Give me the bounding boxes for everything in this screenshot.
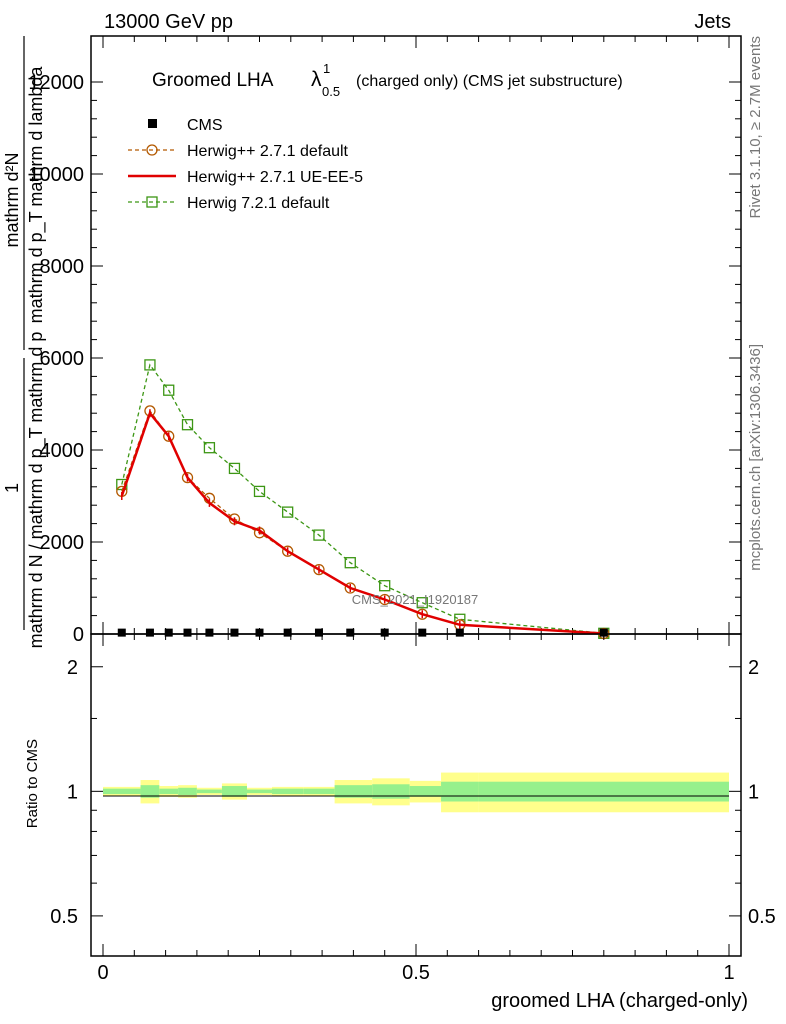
series-point-herwigpp-default	[163, 430, 175, 442]
series-point-herwigpp-default	[313, 563, 325, 576]
cms-data-point	[164, 628, 173, 637]
series-point-herwig7-default	[416, 597, 428, 609]
cms-data-point	[230, 628, 239, 637]
legend-marker-herwig7-default	[146, 196, 158, 208]
ratio-band-green	[372, 784, 410, 799]
cms-data-point	[145, 628, 154, 637]
series-line-2	[120, 410, 604, 635]
ratio-ytick-label-right: 1	[748, 781, 759, 803]
ratio-ytick-label-right: 2	[748, 657, 759, 679]
ratio-band-green	[140, 785, 160, 798]
ratio-band-green	[221, 786, 247, 797]
ratio-ytick-label: 1	[67, 781, 78, 803]
cms-data-point	[418, 628, 427, 637]
ratio-xtick-label: 0	[97, 962, 108, 984]
analysis-tag: CMS_2021_I1920187	[352, 592, 479, 607]
series-point-herwigpp-default	[416, 608, 428, 620]
ylabel-pre-denom: mathrm d N / mathrm d p_T mathrm d p	[26, 332, 47, 649]
cms-data-point	[599, 628, 608, 637]
ylabel-pre-numer: 1	[2, 483, 22, 493]
ratio-xtick-label: 0.5	[402, 962, 430, 984]
legend-label-herwig7-default: Herwig 7.2.1 default	[187, 195, 330, 212]
series-point-herwigpp-default	[379, 593, 391, 606]
mcplots-label: mcplots.cern.ch [arXiv:1306.3436]	[747, 344, 764, 571]
cms-data-point	[283, 628, 292, 637]
cms-data-point	[455, 628, 464, 637]
series-point-herwigpp-default	[282, 545, 294, 557]
series-point-herwig7-default	[203, 442, 216, 454]
ratio-band-green	[159, 788, 179, 795]
title-main: Groomed LHA	[152, 70, 274, 91]
header-right: Jets	[694, 11, 731, 33]
ratio-band-green	[178, 787, 197, 795]
ratio-band-green	[441, 781, 479, 802]
ratio-xlabel: groomed LHA (charged-only)	[491, 990, 748, 1012]
legend-marker-herwigpp-default	[146, 144, 158, 156]
series-point-herwigpp-default	[181, 471, 194, 484]
ratio-band-green	[409, 786, 442, 797]
main-ytick-label: 8000	[40, 256, 85, 278]
main-ytick-label: 10000	[28, 164, 84, 186]
cms-data-point	[314, 628, 323, 637]
series-point-herwig7-default	[163, 384, 175, 396]
series-point-herwig7-default	[344, 557, 356, 569]
header-left: 13000 GeV pp	[104, 11, 233, 33]
title-lambda: λ	[311, 68, 322, 91]
cms-data-point	[346, 628, 355, 637]
ratio-ytick-label-right: 0.5	[748, 906, 776, 928]
ratio-ytick-label: 2	[67, 657, 78, 679]
ratio-band-green	[103, 788, 141, 795]
series-point-herwig7-default	[313, 529, 325, 541]
ylabel-numer: mathrm d²N	[2, 152, 22, 247]
cms-data-point	[380, 628, 389, 637]
ratio-band-green	[272, 788, 304, 795]
legend: CMS Herwig++ 2.7.1 default Herwig++ 2.7.…	[128, 117, 363, 212]
ratio-band-green	[478, 781, 729, 802]
series-point-herwigpp-default	[344, 582, 356, 594]
title-rest: (charged only) (CMS jet substructure)	[356, 73, 623, 90]
legend-label-cms: CMS	[187, 117, 223, 134]
series-point-herwig7-default	[181, 419, 194, 431]
series-line-3	[121, 363, 604, 634]
legend-label-herwigpp-ueee5: Herwig++ 2.7.1 UE-EE-5	[187, 169, 363, 186]
legend-marker-cms	[148, 119, 157, 128]
cms-data-point	[205, 628, 214, 637]
ylabel-denom: mathrm d p_T mathrm d lambda	[26, 66, 47, 324]
title-sub: 0.5	[322, 84, 340, 99]
ratio-xtick-label: 1	[723, 962, 734, 984]
series-point-herwig7-default	[228, 462, 241, 475]
cms-data-point	[255, 628, 264, 637]
series-point-herwig7-default	[144, 359, 156, 371]
main-ytick-label: 12000	[28, 72, 84, 94]
ratio-ylabel: Ratio to CMS	[24, 739, 41, 828]
ratio-band-green	[334, 785, 373, 798]
cms-data-point	[117, 628, 126, 637]
ratio-band-green	[246, 789, 273, 794]
rivet-label: Rivet 3.1.10, ≥ 2.7M events	[747, 36, 764, 219]
main-ytick-label: 2000	[40, 532, 85, 554]
main-ytick-label: 6000	[40, 348, 85, 370]
cms-data-point	[183, 628, 192, 637]
title-sup: 1	[323, 61, 330, 76]
main-ytick-label: 0	[73, 624, 84, 646]
series-point-herwig7-default	[253, 485, 266, 498]
main-ytick-label: 4000	[40, 440, 85, 462]
main-ylabel: 1 mathrm d N / mathrm d p_T mathrm d p m…	[2, 36, 47, 648]
ratio-band-green	[196, 789, 222, 794]
series-point-herwig7-default	[379, 580, 391, 592]
ratio-band-green	[303, 788, 335, 795]
legend-label-herwigpp-default: Herwig++ 2.7.1 default	[187, 143, 349, 160]
chart-title: Groomed LHA λ 1 0.5 (charged only) (CMS …	[152, 61, 623, 99]
ratio-ytick-label: 0.5	[50, 906, 78, 928]
series-point-herwig7-default	[282, 506, 294, 518]
